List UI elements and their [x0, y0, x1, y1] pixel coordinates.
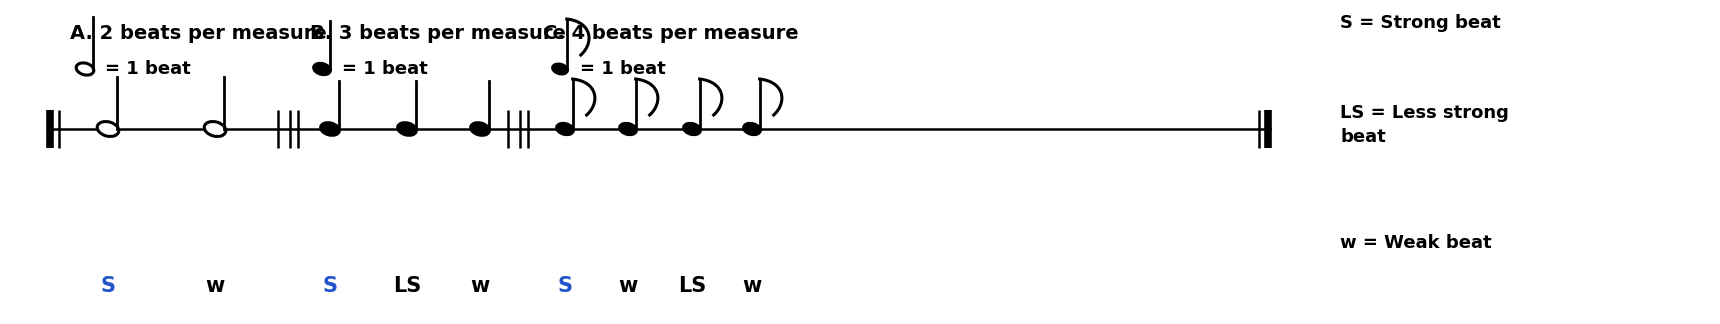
Text: S: S — [100, 276, 115, 296]
Ellipse shape — [313, 63, 330, 75]
Ellipse shape — [683, 123, 700, 135]
Text: w: w — [205, 276, 225, 296]
Text: C. 4 beats per measure: C. 4 beats per measure — [544, 24, 798, 43]
Text: LS: LS — [678, 276, 707, 296]
Ellipse shape — [98, 122, 119, 136]
Ellipse shape — [320, 122, 341, 136]
Text: S: S — [323, 276, 337, 296]
Ellipse shape — [743, 123, 760, 135]
Text: S = Strong beat: S = Strong beat — [1340, 14, 1502, 32]
Text: = 1 beat: = 1 beat — [105, 60, 191, 78]
Ellipse shape — [470, 122, 490, 136]
Text: w: w — [470, 276, 490, 296]
Ellipse shape — [619, 123, 636, 135]
Text: A. 2 beats per measure: A. 2 beats per measure — [71, 24, 327, 43]
Text: B. 3 beats per measure: B. 3 beats per measure — [310, 24, 566, 43]
Text: = 1 beat: = 1 beat — [580, 60, 666, 78]
Text: S: S — [557, 276, 573, 296]
Text: w = Weak beat: w = Weak beat — [1340, 234, 1491, 252]
Ellipse shape — [205, 122, 225, 136]
Ellipse shape — [552, 64, 568, 75]
Text: LS: LS — [392, 276, 421, 296]
Text: w: w — [743, 276, 762, 296]
Text: w: w — [619, 276, 638, 296]
Ellipse shape — [397, 122, 416, 136]
Text: LS = Less strong
beat: LS = Less strong beat — [1340, 104, 1508, 145]
Text: = 1 beat: = 1 beat — [342, 60, 428, 78]
Ellipse shape — [556, 123, 574, 135]
Ellipse shape — [76, 63, 95, 75]
